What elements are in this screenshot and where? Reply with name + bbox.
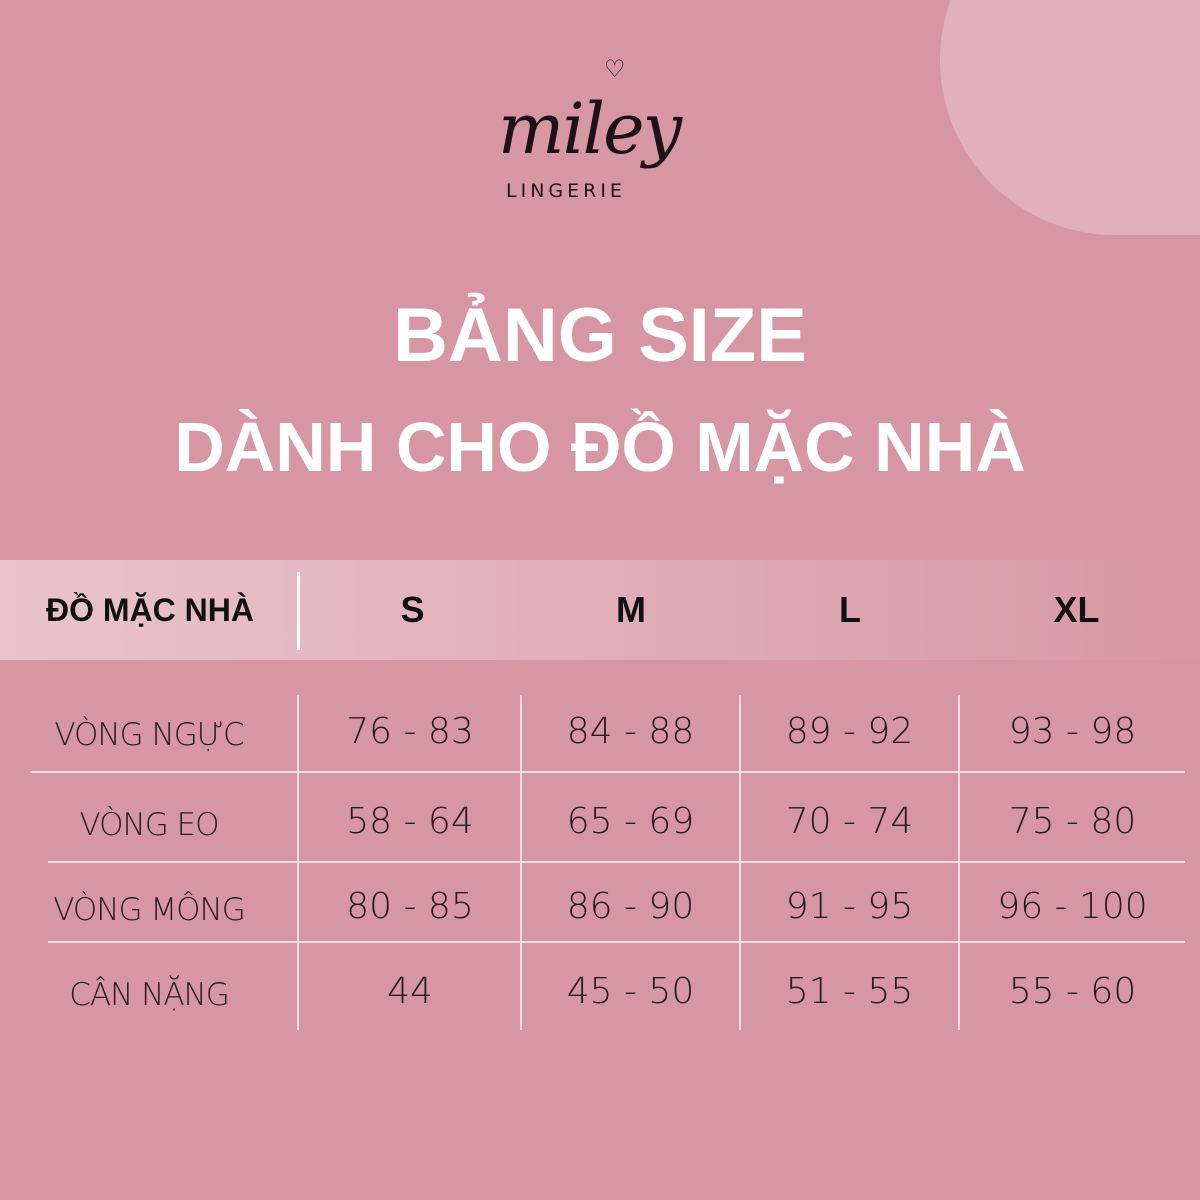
row-divider — [48, 861, 1185, 863]
size-value: 76 - 83 — [346, 711, 474, 752]
size-value: 91 - 95 — [785, 886, 914, 927]
page-title: BẢNG SIZE — [393, 293, 807, 378]
size-value: 45 - 50 — [566, 971, 695, 1012]
size-value: 89 - 92 — [785, 711, 914, 752]
size-value: 93 - 98 — [1008, 711, 1137, 752]
header-size-xl: XL — [1053, 589, 1100, 630]
header-size-s: S — [400, 589, 425, 630]
brand-name: miley — [498, 88, 682, 170]
size-value: 51 - 55 — [785, 971, 914, 1012]
page-subtitle: DÀNH CHO ĐỒ MẶC NHÀ — [174, 408, 1026, 486]
row-label: VÒNG NGỰC — [54, 717, 244, 753]
heart-icon: ♡ — [604, 55, 626, 83]
row-divider — [30, 771, 1185, 773]
size-value: 55 - 60 — [1008, 971, 1137, 1012]
size-value: 86 - 90 — [566, 886, 695, 927]
header-size-l: L — [839, 589, 861, 630]
size-value: 84 - 88 — [566, 711, 695, 752]
row-divider — [48, 941, 1185, 943]
size-value: 70 - 74 — [785, 801, 914, 842]
decorative-circle — [940, 0, 1200, 235]
size-value: 44 — [387, 971, 433, 1012]
size-value: 96 - 100 — [997, 886, 1148, 927]
size-value: 58 - 64 — [346, 801, 474, 842]
header-size-m: M — [616, 589, 646, 630]
header-category: ĐỒ MẶC NHÀ — [46, 592, 254, 628]
size-value: 75 - 80 — [1008, 801, 1137, 842]
row-label: VÒNG MÔNG — [53, 892, 246, 928]
row-label: VÒNG EO — [79, 807, 219, 843]
brand-logo: ♡ miley LINGERIE — [480, 55, 780, 245]
size-value: 65 - 69 — [566, 801, 695, 842]
brand-tagline: LINGERIE — [506, 180, 626, 202]
row-label: CÂN NẶNG — [69, 977, 230, 1013]
header-divider — [297, 572, 300, 650]
size-value: 80 - 85 — [346, 886, 474, 927]
table-header: ĐỒ MẶC NHÀ S M L XL — [0, 560, 1200, 660]
